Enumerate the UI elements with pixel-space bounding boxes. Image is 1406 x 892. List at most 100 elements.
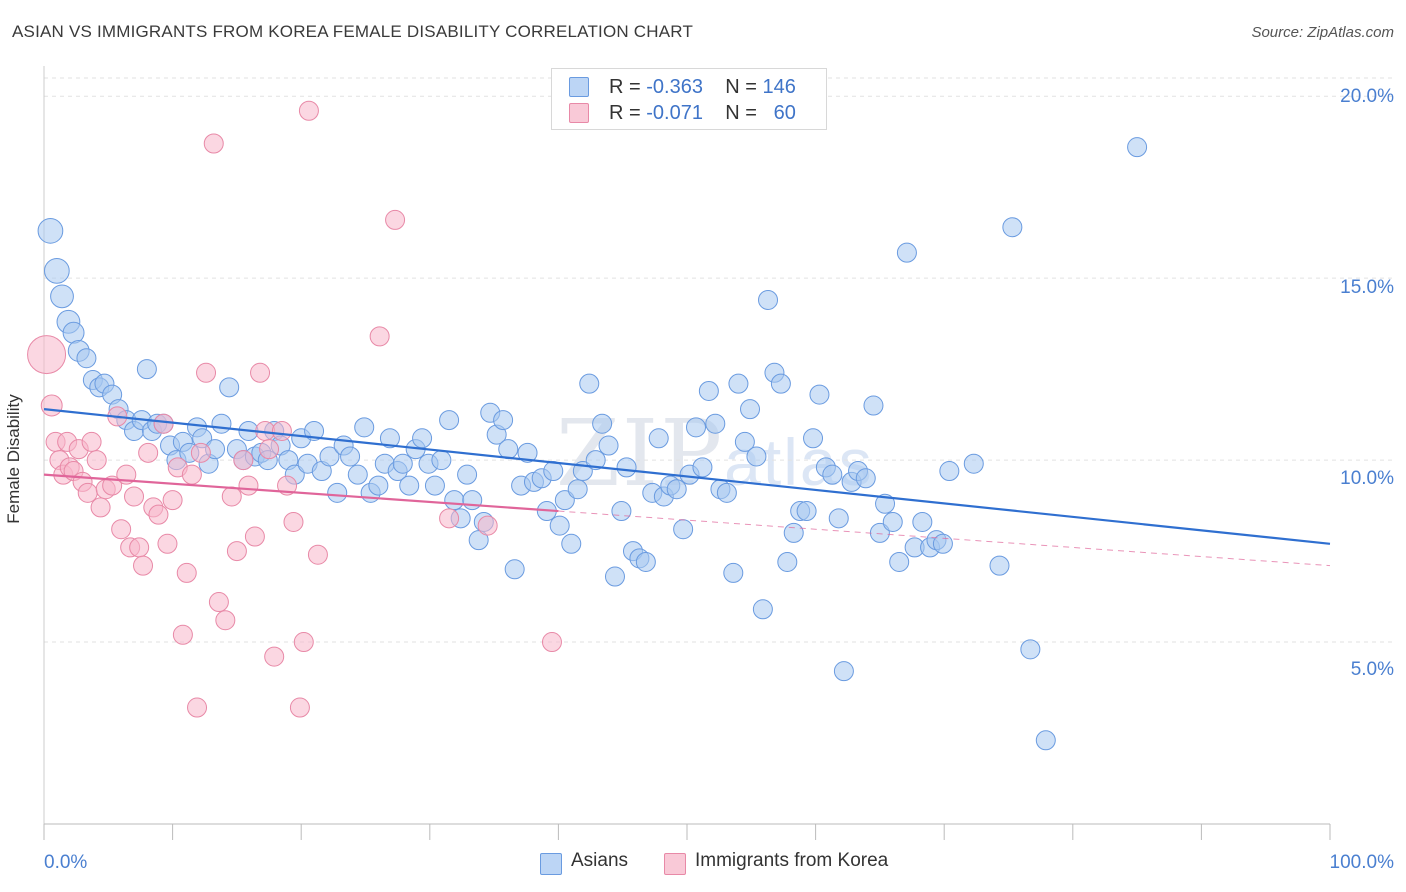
korea-point bbox=[203, 133, 224, 154]
korea-point bbox=[162, 490, 183, 511]
y-tick-label: 10.0% bbox=[1340, 468, 1394, 489]
korea-point bbox=[27, 335, 67, 375]
asian-point bbox=[635, 551, 656, 572]
asian-point bbox=[863, 395, 884, 416]
asian-point bbox=[740, 399, 761, 420]
asian-point bbox=[734, 431, 755, 452]
asian-point bbox=[963, 453, 984, 474]
asian-point bbox=[493, 410, 514, 431]
korea-point bbox=[129, 537, 150, 558]
asian-point bbox=[822, 464, 843, 485]
asian-point bbox=[616, 457, 637, 478]
korea-point bbox=[208, 592, 229, 613]
korea-point bbox=[187, 697, 208, 718]
korea-point bbox=[271, 420, 292, 441]
r-value: -0.363 bbox=[646, 75, 703, 98]
source-credit: Source: ZipAtlas.com bbox=[1251, 24, 1394, 41]
korea-point bbox=[181, 464, 202, 485]
asian-point bbox=[327, 482, 348, 503]
asian-point bbox=[989, 555, 1010, 576]
korea-point bbox=[196, 362, 217, 383]
asian-point bbox=[439, 410, 460, 431]
asian-point bbox=[752, 599, 773, 620]
korea-point bbox=[111, 519, 132, 540]
korea-point bbox=[226, 541, 247, 562]
asian-point bbox=[698, 380, 719, 401]
korea-point bbox=[293, 632, 314, 653]
asian-point bbox=[76, 348, 97, 369]
asian-point bbox=[896, 242, 917, 263]
asian-point bbox=[543, 461, 564, 482]
asian-point bbox=[666, 479, 687, 500]
asian-point bbox=[1035, 730, 1056, 751]
korea-point bbox=[157, 533, 178, 554]
korea-point bbox=[86, 450, 107, 471]
asian-point bbox=[705, 413, 726, 434]
stats-legend: R = -0.363 N = 146 R = -0.071 N = 60 bbox=[551, 68, 827, 130]
y-tick-label: 15.0% bbox=[1340, 277, 1394, 298]
asian-point bbox=[37, 217, 64, 244]
korea-point bbox=[277, 475, 298, 496]
asian-point bbox=[598, 435, 619, 456]
asian-point bbox=[882, 511, 903, 532]
asian-point bbox=[561, 533, 582, 554]
asian-point bbox=[424, 475, 445, 496]
n-value: 60 bbox=[773, 101, 796, 124]
asian-point bbox=[728, 373, 749, 394]
korea-point bbox=[233, 450, 254, 471]
korea-swatch-icon bbox=[569, 103, 589, 123]
asian-point bbox=[932, 533, 953, 554]
korea-point bbox=[385, 209, 406, 230]
korea-point bbox=[298, 100, 319, 121]
asian-point bbox=[770, 373, 791, 394]
korea-trend-line bbox=[43, 473, 559, 513]
legend-label-asians: Asians bbox=[571, 850, 629, 871]
asian-point bbox=[462, 490, 483, 511]
asian-point bbox=[211, 413, 232, 434]
asian-point bbox=[579, 373, 600, 394]
x-tick-label-min: 0.0% bbox=[44, 852, 88, 873]
asian-point bbox=[912, 511, 933, 532]
asian-point bbox=[468, 530, 489, 551]
asian-point bbox=[457, 464, 478, 485]
asian-point bbox=[1002, 217, 1023, 238]
stats-legend-row-korea: R = -0.071 N = 60 bbox=[552, 100, 826, 126]
asian-point bbox=[319, 446, 340, 467]
asian-point bbox=[833, 661, 854, 682]
asian-point bbox=[50, 284, 74, 309]
korea-point bbox=[244, 526, 265, 547]
asian-point bbox=[604, 566, 625, 587]
korea-point bbox=[176, 562, 197, 583]
asian-point bbox=[648, 428, 669, 449]
asian-point bbox=[392, 453, 413, 474]
asian-point bbox=[136, 359, 157, 380]
asian-point bbox=[803, 428, 824, 449]
n-value: 146 bbox=[762, 75, 796, 98]
korea-point bbox=[541, 632, 562, 653]
asian-point bbox=[611, 501, 632, 522]
asian-point bbox=[368, 475, 389, 496]
asians-legend-icon bbox=[540, 853, 562, 875]
asian-point bbox=[1127, 137, 1148, 158]
asian-point bbox=[777, 551, 798, 572]
asian-point bbox=[809, 384, 830, 405]
asian-point bbox=[399, 475, 420, 496]
asian-point bbox=[554, 490, 575, 511]
korea-point bbox=[289, 697, 310, 718]
asian-point bbox=[875, 493, 896, 514]
stats-legend-row-asians: R = -0.363 N = 146 bbox=[552, 74, 826, 100]
chart-title: ASIAN VS IMMIGRANTS FROM KOREA FEMALE DI… bbox=[12, 22, 694, 41]
asian-point bbox=[828, 508, 849, 529]
r-label: R = bbox=[609, 75, 647, 98]
asian-point bbox=[347, 464, 368, 485]
asian-point bbox=[686, 417, 707, 438]
asian-point bbox=[673, 519, 694, 540]
asian-point bbox=[723, 562, 744, 583]
asian-point bbox=[855, 468, 876, 489]
asian-point bbox=[585, 450, 606, 471]
asian-point bbox=[746, 446, 767, 467]
asian-point bbox=[354, 417, 375, 438]
asian-point bbox=[549, 515, 570, 536]
korea-point bbox=[153, 413, 174, 434]
